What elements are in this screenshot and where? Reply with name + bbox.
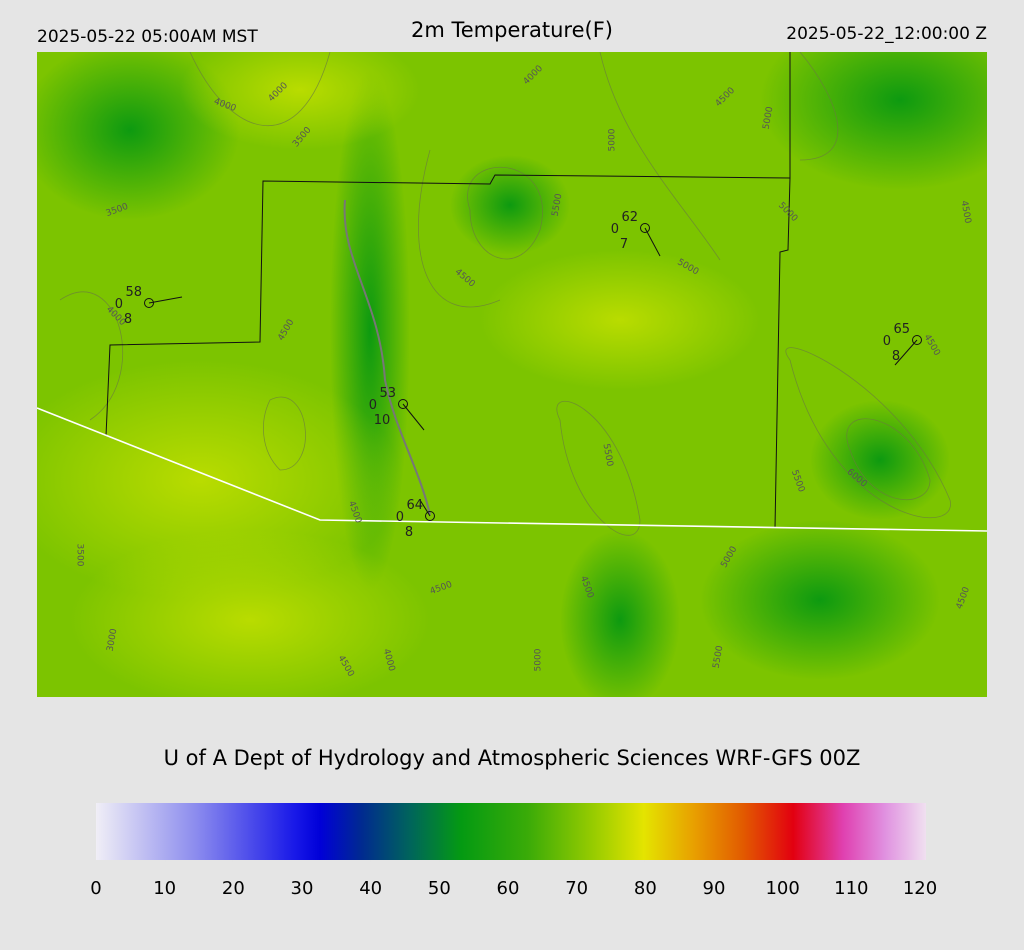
contour-label: 5000	[534, 648, 544, 671]
station-temp: 65	[893, 322, 910, 337]
station-temp: 58	[125, 285, 142, 300]
colorbar-tick-label: 30	[291, 878, 314, 899]
station-marker	[144, 298, 154, 308]
contour-label: 5000	[608, 128, 618, 151]
wind-barb	[148, 296, 183, 304]
station-left: 0	[115, 297, 123, 312]
station-marker	[425, 511, 435, 521]
credit: U of A Dept of Hydrology and Atmospheric…	[164, 746, 861, 770]
station-left: 0	[611, 222, 619, 237]
colorbar-tick-label: 50	[428, 878, 451, 899]
colorbar	[96, 803, 926, 860]
contour-label: 3000	[106, 628, 120, 653]
station-temp: 64	[406, 498, 423, 513]
station-bottom: 10	[374, 413, 391, 428]
station-bottom: 8	[405, 525, 413, 540]
colorbar-tick-label: 70	[565, 878, 588, 899]
valid-time-local: 2025-05-22 05:00AM MST	[37, 27, 258, 47]
colorbar-tick-label: 120	[903, 878, 937, 899]
map: 4000400035003500400045004000450050005000…	[37, 52, 987, 697]
station-bottom: 8	[892, 349, 900, 364]
colorbar-tick-label: 60	[497, 878, 520, 899]
valid-time-utc: 2025-05-22_12:00:00 Z	[786, 24, 987, 44]
colorbar-tick-label: 100	[765, 878, 799, 899]
wind-barb	[894, 339, 918, 366]
station-left: 0	[883, 334, 891, 349]
contour-label: 5000	[762, 106, 776, 131]
colorbar-tick-label: 10	[153, 878, 176, 899]
station-left: 0	[396, 510, 404, 525]
colorbar-tick-label: 20	[222, 878, 245, 899]
colorbar-tick-label: 40	[359, 878, 382, 899]
colorbar-tick-label: 80	[634, 878, 657, 899]
colorbar-tick-label: 90	[703, 878, 726, 899]
contour-label: 3500	[75, 544, 85, 567]
colorbar-tick-label: 110	[834, 878, 868, 899]
station-bottom: 7	[620, 237, 628, 252]
station-temp: 53	[379, 386, 396, 401]
station-marker	[912, 335, 922, 345]
map-title: 2m Temperature(F)	[411, 18, 613, 42]
contour-label: 4500	[959, 200, 973, 225]
wind-barb	[402, 403, 425, 431]
wind-barb	[419, 499, 431, 517]
contour-label: 5500	[551, 193, 565, 218]
contour-label: 5500	[601, 443, 615, 468]
station-marker	[398, 399, 408, 409]
colorbar-tick-label: 0	[90, 878, 101, 899]
wind-barb	[644, 227, 661, 257]
station-left: 0	[369, 398, 377, 413]
station-bottom: 8	[124, 312, 132, 327]
station-marker	[640, 223, 650, 233]
contour-label: 5500	[712, 645, 726, 670]
station-temp: 62	[621, 210, 638, 225]
